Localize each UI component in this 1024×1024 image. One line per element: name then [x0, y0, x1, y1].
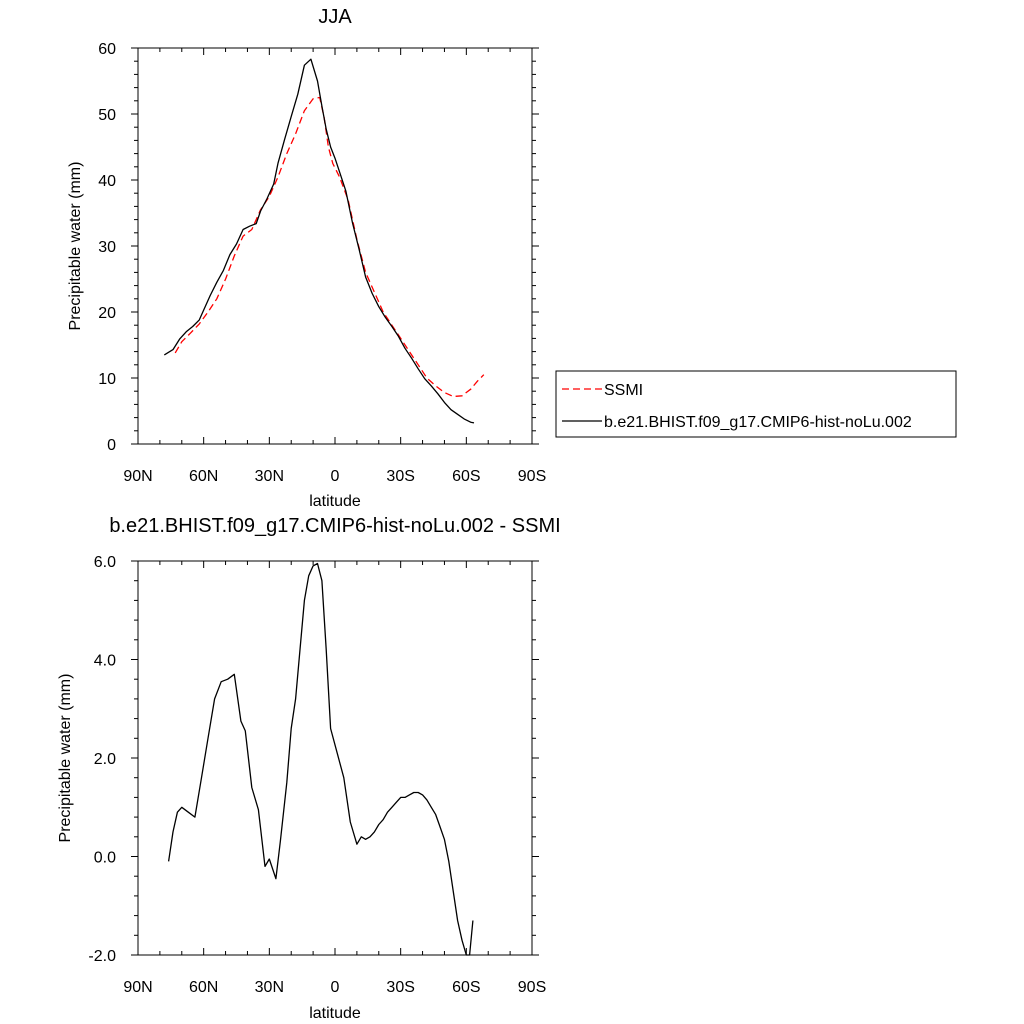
top-y-tick-label: 50	[98, 107, 116, 124]
top-panel: JJA 90N 60N 30N 0 30S 60S 90S 0 10 20 30 40 50 60 la…	[67, 6, 546, 510]
legend-box	[555, 370, 957, 438]
legend-ssmi-label: SSMI	[604, 382, 643, 399]
top-y-tick-label: 0	[107, 437, 116, 454]
legend: SSMI b.e21.BHIST.f09_g17.CMIP6-hist-noLu…	[555, 370, 957, 438]
top-x-tick-label: 0	[331, 468, 340, 485]
top-y-tick-label: 40	[98, 173, 116, 190]
bottom-axis-ticks	[131, 560, 539, 956]
bottom-series-line-0	[167, 562, 474, 956]
bottom-y-tick-label: -2.0	[88, 948, 116, 965]
top-x-tick-label: 60S	[452, 468, 480, 485]
top-y-tick-label: 20	[98, 305, 116, 322]
top-series-line-0	[174, 96, 485, 398]
bottom-plot-frame	[137, 560, 533, 956]
bottom-x-tick-label: 30N	[255, 979, 284, 996]
top-x-tick-labels: 90N 60N 30N 0 30S 60S 90S	[123, 468, 546, 485]
top-x-tick-label: 30S	[386, 468, 414, 485]
bottom-panel-title: b.e21.BHIST.f09_g17.CMIP6-hist-noLu.002 …	[109, 515, 560, 537]
bottom-y-tick-label: 4.0	[94, 653, 116, 670]
bottom-x-tick-label: 90S	[518, 979, 546, 996]
bottom-series-lines	[167, 562, 474, 956]
top-x-axis-label: latitude	[309, 493, 361, 510]
bottom-y-tick-label: 6.0	[94, 554, 116, 571]
bottom-y-tick-labels: -2.0 0.0 2.0 4.0 6.0	[88, 554, 116, 965]
top-y-tick-labels: 0 10 20 30 40 50 60	[98, 41, 116, 454]
bottom-x-tick-label: 0	[331, 979, 340, 996]
bottom-x-axis-label: latitude	[309, 1005, 361, 1022]
bottom-y-axis-label: Precipitable water (mm)	[57, 674, 74, 843]
top-axis-ticks	[131, 47, 539, 445]
top-y-tick-label: 10	[98, 371, 116, 388]
top-x-tick-label: 60N	[189, 468, 218, 485]
top-panel-title: JJA	[318, 6, 352, 28]
bottom-y-tick-label: 0.0	[94, 850, 116, 867]
top-x-tick-label: 90S	[518, 468, 546, 485]
top-plot-frame	[137, 47, 533, 445]
bottom-x-tick-labels: 90N 60N 30N 0 30S 60S 90S	[123, 979, 546, 996]
top-y-axis-label: Precipitable water (mm)	[67, 162, 84, 331]
top-series-line-1	[163, 58, 475, 424]
top-x-tick-label: 30N	[255, 468, 284, 485]
top-y-tick-label: 30	[98, 239, 116, 256]
bottom-x-tick-label: 30S	[386, 979, 414, 996]
bottom-x-tick-label: 60S	[452, 979, 480, 996]
top-y-tick-label: 60	[98, 41, 116, 58]
bottom-x-tick-label: 60N	[189, 979, 218, 996]
top-x-tick-label: 90N	[123, 468, 152, 485]
legend-model-label: b.e21.BHIST.f09_g17.CMIP6-hist-noLu.002	[604, 414, 912, 431]
bottom-panel: b.e21.BHIST.f09_g17.CMIP6-hist-noLu.002 …	[57, 515, 561, 1022]
bottom-y-tick-label: 2.0	[94, 751, 116, 768]
top-series-lines	[163, 58, 485, 424]
bottom-x-tick-label: 90N	[123, 979, 152, 996]
